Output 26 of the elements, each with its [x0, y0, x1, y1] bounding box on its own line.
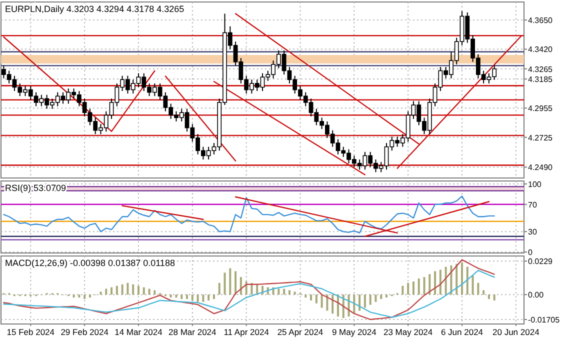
y-tick-label: 30 — [528, 228, 538, 237]
y-tick-label: 4.2725 — [528, 133, 554, 142]
x-tick-label: 15 Feb 2024 — [6, 327, 55, 337]
x-tick-label: 6 Jun 2024 — [440, 327, 484, 337]
y-tick-label: 0.0229 — [528, 257, 554, 266]
y-tick-label: 70 — [528, 200, 538, 210]
y-tick-label: 4.2490 — [528, 163, 554, 172]
x-tick-label: 9 May 2024 — [332, 327, 377, 337]
x-tick-label: 29 Feb 2024 — [60, 327, 109, 337]
x-tick-label: 23 May 2024 — [384, 327, 433, 337]
y-tick-label: 100 — [528, 180, 542, 189]
y-tick-label: 4.3265 — [528, 64, 554, 74]
y-tick-label: 4.2955 — [528, 104, 554, 114]
y-tick-label: 4.3650 — [528, 16, 554, 26]
y-tick-label: 0.00 — [528, 290, 544, 300]
chart-title: EURPLN,Daily 4.3203 4.3294 4.3178 4.3265 — [5, 4, 184, 14]
y-tick-label: 4.3420 — [528, 45, 554, 54]
x-tick-label: 20 Jun 2024 — [492, 327, 540, 337]
y-tick-label: -0.01705 — [528, 316, 560, 325]
x-tick-label: 25 Apr 2024 — [277, 327, 324, 337]
chart-title: MACD(12,26,9) -0.00398 0.01387 0.01188 — [5, 258, 175, 268]
x-tick-label: 14 Mar 2024 — [114, 327, 163, 337]
y-tick-label: 4.3185 — [528, 74, 554, 84]
x-tick-label: 11 Apr 2024 — [224, 327, 270, 337]
x-tick-label: 28 Mar 2024 — [168, 327, 217, 337]
y-tick-label: 0 — [528, 248, 533, 258]
